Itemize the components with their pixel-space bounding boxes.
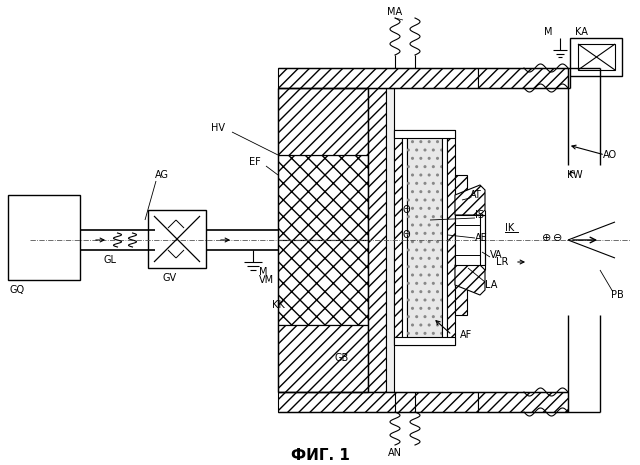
Bar xyxy=(442,130,447,345)
Bar xyxy=(278,392,478,412)
Text: GV: GV xyxy=(163,273,177,283)
Text: ⊖: ⊖ xyxy=(554,233,563,243)
Text: KK: KK xyxy=(272,300,285,310)
Bar xyxy=(278,68,478,88)
Bar xyxy=(570,38,622,76)
Text: AT: AT xyxy=(470,190,482,200)
Text: AN: AN xyxy=(388,448,402,458)
Text: VM: VM xyxy=(259,275,274,285)
Bar xyxy=(394,337,455,345)
Text: GQ: GQ xyxy=(10,285,25,295)
Bar xyxy=(447,130,455,345)
Text: PB: PB xyxy=(611,290,623,300)
Bar xyxy=(368,88,386,392)
Text: MA: MA xyxy=(387,7,403,17)
Bar xyxy=(402,130,407,345)
Bar xyxy=(386,88,394,392)
Bar xyxy=(278,88,368,155)
Text: M: M xyxy=(259,267,268,277)
Polygon shape xyxy=(578,44,615,70)
Polygon shape xyxy=(455,265,485,295)
Bar xyxy=(278,155,368,240)
Bar xyxy=(455,215,485,265)
Text: IS: IS xyxy=(475,210,484,220)
Bar xyxy=(478,68,568,88)
Text: LR: LR xyxy=(496,257,508,267)
Bar xyxy=(278,325,368,392)
Text: Θ: Θ xyxy=(402,230,410,240)
Bar xyxy=(407,130,442,345)
Bar xyxy=(455,175,467,315)
Bar xyxy=(8,195,80,280)
Bar xyxy=(478,392,568,412)
Bar xyxy=(407,130,442,345)
Polygon shape xyxy=(455,185,485,215)
Text: AG: AG xyxy=(155,170,169,180)
Text: ⊕: ⊕ xyxy=(542,233,552,243)
Bar xyxy=(394,130,455,138)
Text: GB: GB xyxy=(335,353,349,363)
Text: AO: AO xyxy=(603,150,617,160)
Text: ФИГ. 1: ФИГ. 1 xyxy=(291,447,349,463)
Text: LA: LA xyxy=(485,280,497,290)
Text: HV: HV xyxy=(211,123,225,133)
Bar xyxy=(278,240,368,325)
Text: KW: KW xyxy=(567,170,583,180)
Text: KA: KA xyxy=(575,27,588,37)
Bar xyxy=(148,210,206,268)
Text: Θ: Θ xyxy=(402,205,410,215)
Text: VA: VA xyxy=(490,250,502,260)
Text: GL: GL xyxy=(104,255,116,265)
Text: AE: AE xyxy=(475,233,488,243)
Text: IK: IK xyxy=(505,223,515,233)
Bar xyxy=(394,130,402,345)
Text: AF: AF xyxy=(460,330,472,340)
Text: M: M xyxy=(544,27,552,37)
Text: EF: EF xyxy=(249,157,261,167)
